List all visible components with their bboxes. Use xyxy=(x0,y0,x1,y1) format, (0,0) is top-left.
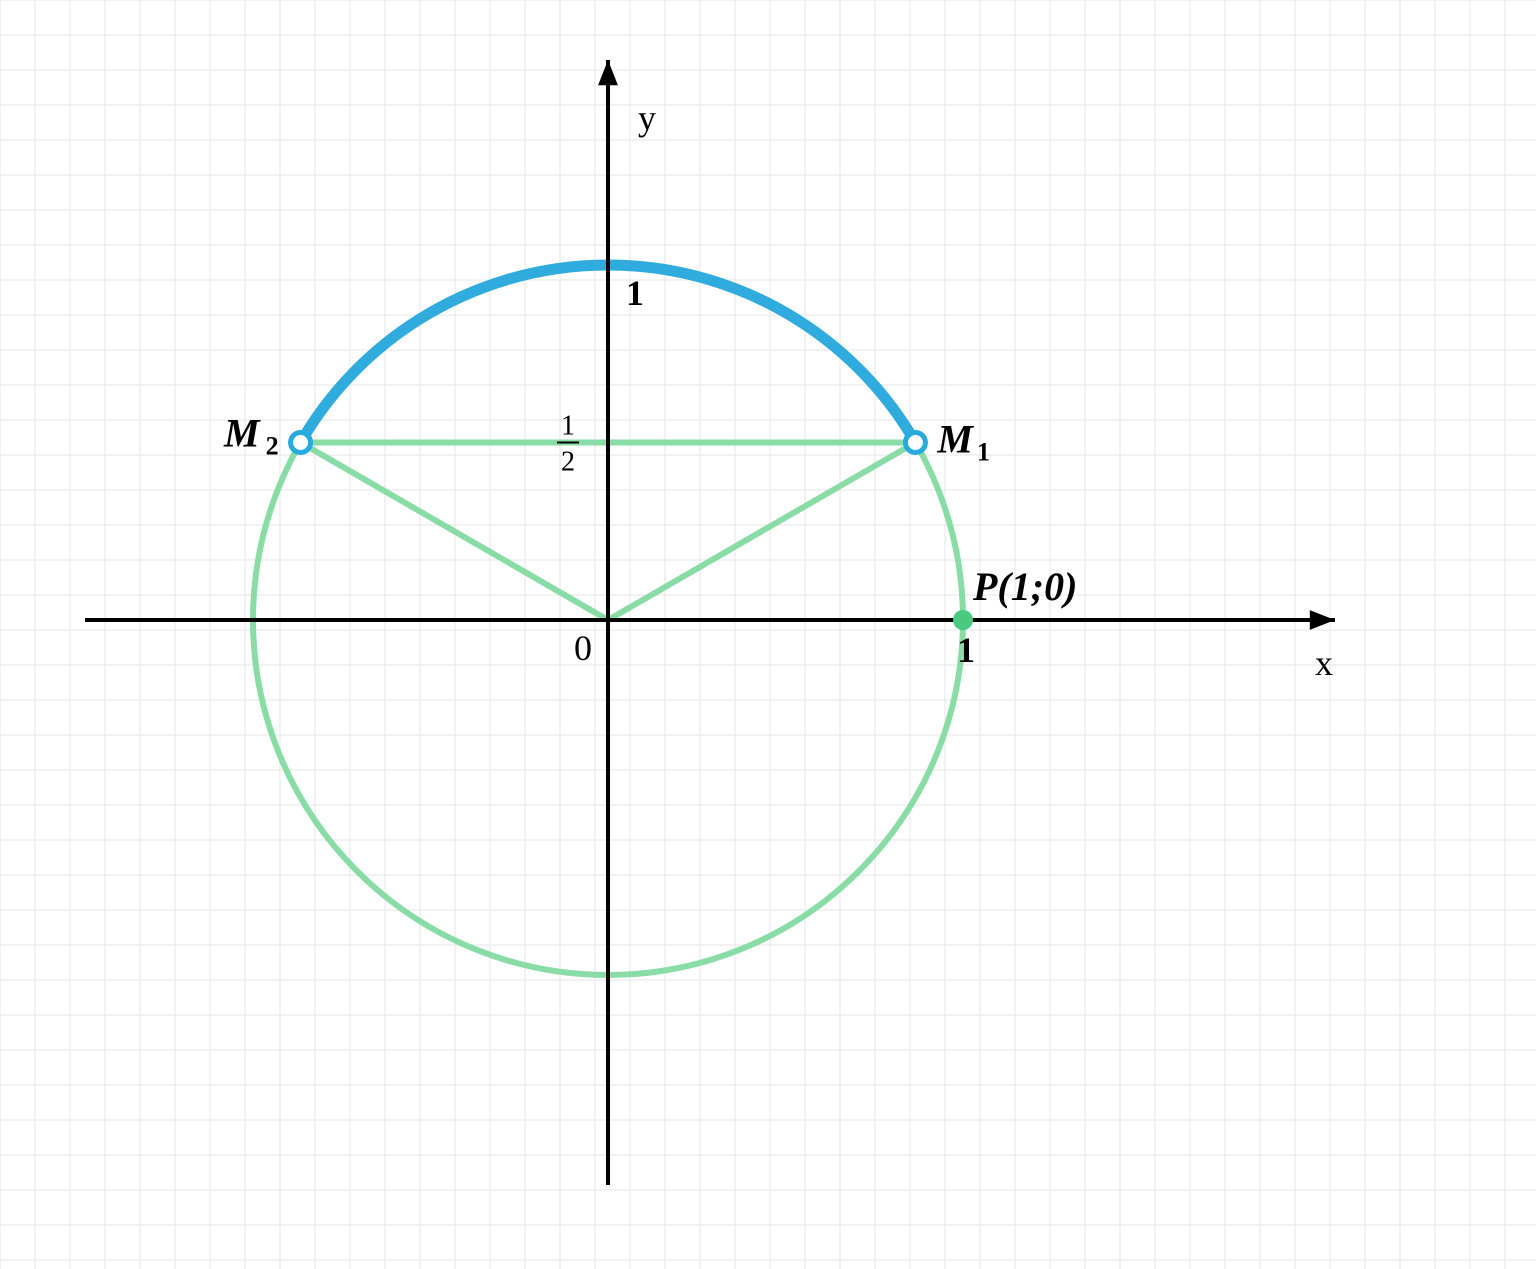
unit-circle-diagram: xy01112M1M2P(1;0) xyxy=(0,0,1536,1269)
x-tick-1: 1 xyxy=(957,630,975,670)
point-m2 xyxy=(291,433,311,453)
x-axis-label: x xyxy=(1315,643,1333,683)
p-label: P(1;0) xyxy=(972,564,1077,609)
y-tick-1: 1 xyxy=(626,273,644,313)
half-frac-top: 1 xyxy=(561,411,575,442)
y-axis-label: y xyxy=(638,98,656,138)
origin-label: 0 xyxy=(574,628,592,668)
half-frac-bottom: 2 xyxy=(561,447,575,478)
background xyxy=(0,0,1536,1269)
point-p xyxy=(953,610,973,630)
point-m1 xyxy=(905,433,925,453)
